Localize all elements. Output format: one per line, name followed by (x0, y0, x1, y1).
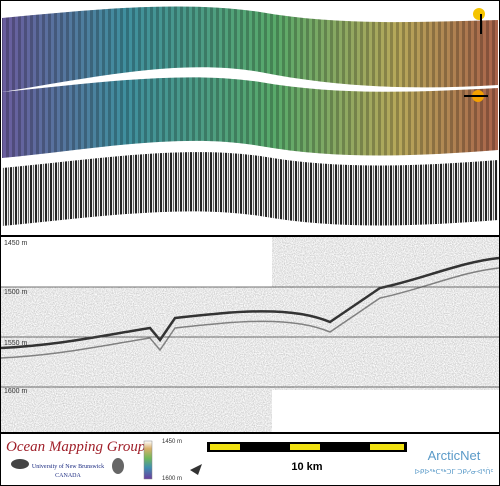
swath-panel (2, 6, 498, 226)
colorbar-label: 1450 m (162, 439, 182, 445)
partner-name: ArcticNet (428, 448, 481, 463)
depth-label: 1500 m (4, 289, 28, 296)
university: University of New Brunswick (32, 463, 104, 470)
depth-label: 1600 m (4, 388, 28, 395)
profile-panel: 1450 m 1500 m 1550 m 1600 m (0, 237, 500, 432)
colorbar-label: 1600 m (162, 476, 182, 482)
depth-label: 1550 m (4, 340, 28, 347)
country: CANADA (55, 473, 81, 479)
group-name: Ocean Mapping Group (6, 439, 146, 455)
footer: Ocean Mapping Group University of New Br… (6, 439, 493, 482)
partner-inuktitut: ᐅᑭᐅᖅᑕᖅᑐᒥ ᑐᑭᓯᓂᐊᕐᑏᑦ (415, 468, 494, 476)
depth-label: 1450 m (4, 240, 28, 247)
scale-label: 10 km (291, 461, 322, 473)
